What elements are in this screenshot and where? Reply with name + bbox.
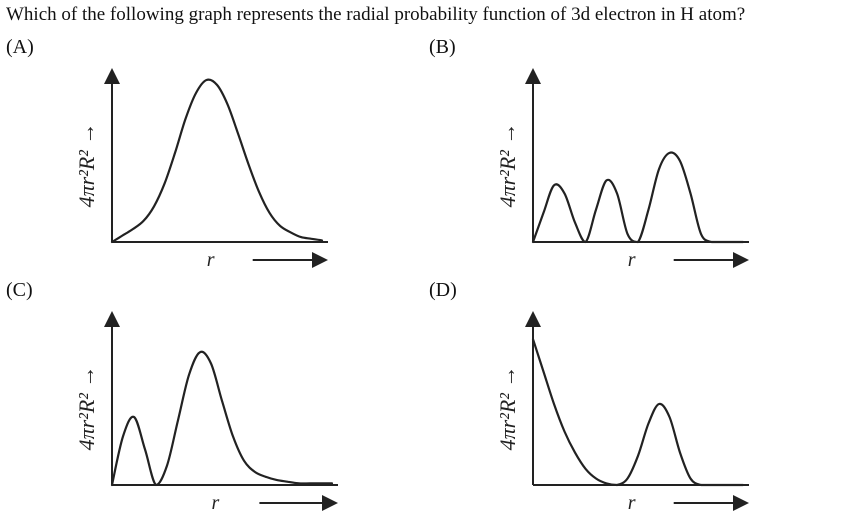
option-b-panel[interactable]: (B) 4πr²R² → r [425, 36, 785, 276]
option-c-x-label: r [212, 492, 220, 514]
option-c-y-label: 4πr²R² → [74, 366, 99, 451]
option-c-chart: 4πr²R² → r [74, 311, 338, 514]
option-b-y-label: 4πr²R² → [495, 123, 520, 208]
option-a-label: (A) [6, 36, 34, 58]
option-a-x-label: r [207, 249, 215, 271]
option-b-curve [531, 151, 745, 244]
option-a-chart: 4πr²R² → r [74, 68, 328, 271]
option-d-label: (D) [429, 279, 457, 301]
option-b-label: (B) [429, 36, 456, 58]
option-a-panel[interactable]: (A) 4πr²R² → r [0, 36, 360, 276]
option-b-chart: 4πr²R² → r [495, 68, 749, 271]
option-d-y-label: 4πr²R² → [495, 366, 520, 451]
option-d-curve [531, 338, 745, 487]
option-d-panel[interactable]: (D) 4πr²R² → r [425, 279, 785, 519]
option-d-x-label: r [628, 492, 636, 514]
option-b-x-label: r [628, 249, 636, 271]
question-text: Which of the following graph represents … [6, 4, 746, 25]
option-a-curve [110, 78, 324, 244]
option-d-chart: 4πr²R² → r [495, 311, 749, 514]
option-c-panel[interactable]: (C) 4πr²R² → r [0, 279, 360, 519]
option-c-label: (C) [6, 279, 33, 301]
option-a-y-label: 4πr²R² → [74, 123, 99, 208]
option-c-curve [110, 350, 334, 487]
